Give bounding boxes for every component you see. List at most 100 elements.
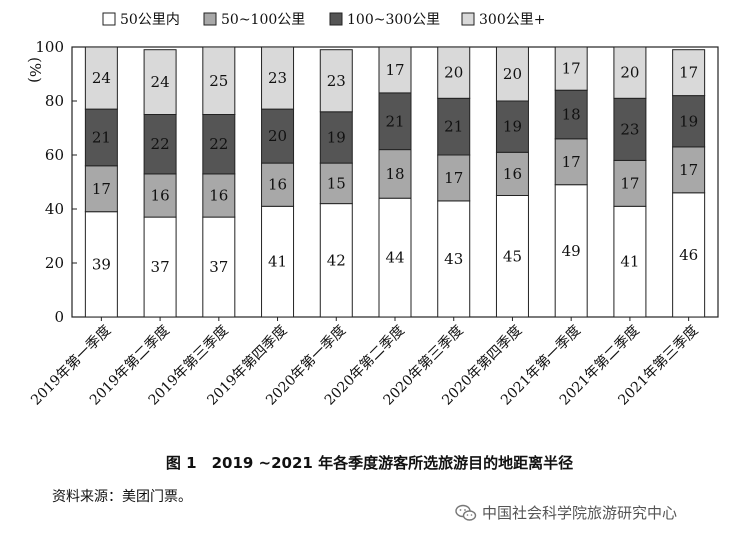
data-label: 37 (209, 258, 228, 276)
data-label: 39 (92, 255, 111, 273)
data-label: 25 (209, 72, 228, 90)
bar-segment (261, 205, 295, 318)
bar-segment (554, 46, 588, 91)
bar-segment (495, 151, 529, 197)
wechat-icon (455, 504, 477, 521)
data-label: 42 (327, 251, 346, 269)
data-label: 19 (503, 118, 522, 136)
data-label: 41 (268, 253, 287, 271)
y-tick-label: 80 (45, 92, 64, 110)
bar-segment (495, 46, 529, 102)
bar-segment (672, 49, 706, 97)
legend-label: 300公里+ (479, 12, 545, 28)
data-label: 22 (151, 135, 170, 153)
data-label: 18 (385, 165, 404, 183)
data-label: 16 (268, 176, 287, 194)
bar-segment (319, 49, 353, 113)
data-label: 16 (151, 187, 170, 205)
data-label: 21 (92, 128, 111, 146)
bar-segment (437, 97, 471, 156)
bar-segment (84, 165, 118, 213)
y-tick-label: 0 (54, 308, 64, 326)
bar-segment (437, 46, 471, 99)
bar-segment (672, 192, 706, 318)
data-label: 46 (679, 246, 698, 264)
data-label: 43 (444, 250, 463, 268)
data-label: 24 (92, 69, 111, 87)
data-label: 22 (209, 135, 228, 153)
bar-segment (495, 100, 529, 153)
y-tick-label: 60 (45, 146, 64, 164)
y-tick-label: 20 (45, 254, 64, 272)
bar-segment (613, 97, 647, 161)
data-label: 44 (385, 249, 404, 267)
watermark: 中国社会科学院旅游研究中心 (455, 502, 677, 523)
data-label: 20 (503, 65, 522, 83)
bar-segment (202, 114, 236, 175)
data-label: 21 (385, 112, 404, 130)
data-label: 23 (620, 120, 639, 138)
bar-segment (672, 146, 706, 194)
data-label: 15 (327, 174, 346, 192)
bar-segment (554, 138, 588, 186)
data-label: 41 (620, 253, 639, 271)
data-label: 37 (151, 258, 170, 276)
bar-segment (319, 111, 353, 164)
data-label: 23 (327, 72, 346, 90)
bar-segment (84, 108, 118, 167)
bar-segment (84, 211, 118, 318)
data-label: 17 (92, 180, 111, 198)
y-axis-label: (%) (26, 57, 44, 83)
data-label: 17 (562, 153, 581, 171)
legend-swatch (329, 12, 343, 26)
bar-segment (437, 200, 471, 318)
data-label: 18 (562, 106, 581, 124)
data-label: 20 (444, 64, 463, 82)
bar-segment (202, 216, 236, 318)
legend-label: 100~300公里 (347, 12, 440, 28)
legend-label: 50公里内 (120, 12, 180, 28)
bar-segment (84, 46, 118, 110)
data-label: 17 (444, 169, 463, 187)
data-label: 17 (562, 60, 581, 78)
data-label: 49 (562, 242, 581, 260)
bar-segment (554, 89, 588, 140)
data-label: 45 (503, 247, 522, 265)
legend-label: 50~100公里 (221, 12, 305, 28)
figure-caption: 图 1 2019 ~2021 年各季度游客所选旅游目的地距离半径 (165, 454, 574, 472)
bar-segment (143, 216, 177, 318)
data-label: 20 (620, 64, 639, 82)
bar-segment (613, 159, 647, 207)
data-label: 17 (679, 161, 698, 179)
bar-segment (202, 173, 236, 218)
legend-swatch (102, 12, 116, 26)
bar-segment (554, 184, 588, 318)
data-label: 23 (268, 69, 287, 87)
data-label: 24 (151, 73, 170, 91)
bar-segment (378, 46, 412, 94)
watermark-text: 中国社会科学院旅游研究中心 (482, 504, 678, 522)
data-label: 19 (327, 128, 346, 146)
bar-segment (613, 46, 647, 99)
y-tick-label: 100 (35, 38, 64, 56)
data-label: 21 (444, 118, 463, 136)
data-label: 19 (679, 112, 698, 130)
data-label: 17 (620, 174, 639, 192)
bar-segment (261, 46, 295, 110)
bar-segment (202, 46, 236, 115)
figure-source: 资料来源：美团门票。 (52, 489, 192, 505)
bar-segment (143, 49, 177, 116)
bar-segment (378, 197, 412, 318)
stacked-bar-chart: 020406080100(%)391721242019年第一季度37162224… (26, 12, 719, 409)
data-label: 16 (503, 165, 522, 183)
legend-swatch (461, 12, 475, 26)
data-label: 16 (209, 187, 228, 205)
data-label: 20 (268, 127, 287, 145)
data-label: 17 (679, 64, 698, 82)
bar-segment (143, 114, 177, 175)
bar-segment (378, 149, 412, 199)
y-tick-label: 40 (45, 200, 64, 218)
legend-swatch (203, 12, 217, 26)
bar-segment (319, 203, 353, 318)
data-label: 17 (385, 61, 404, 79)
